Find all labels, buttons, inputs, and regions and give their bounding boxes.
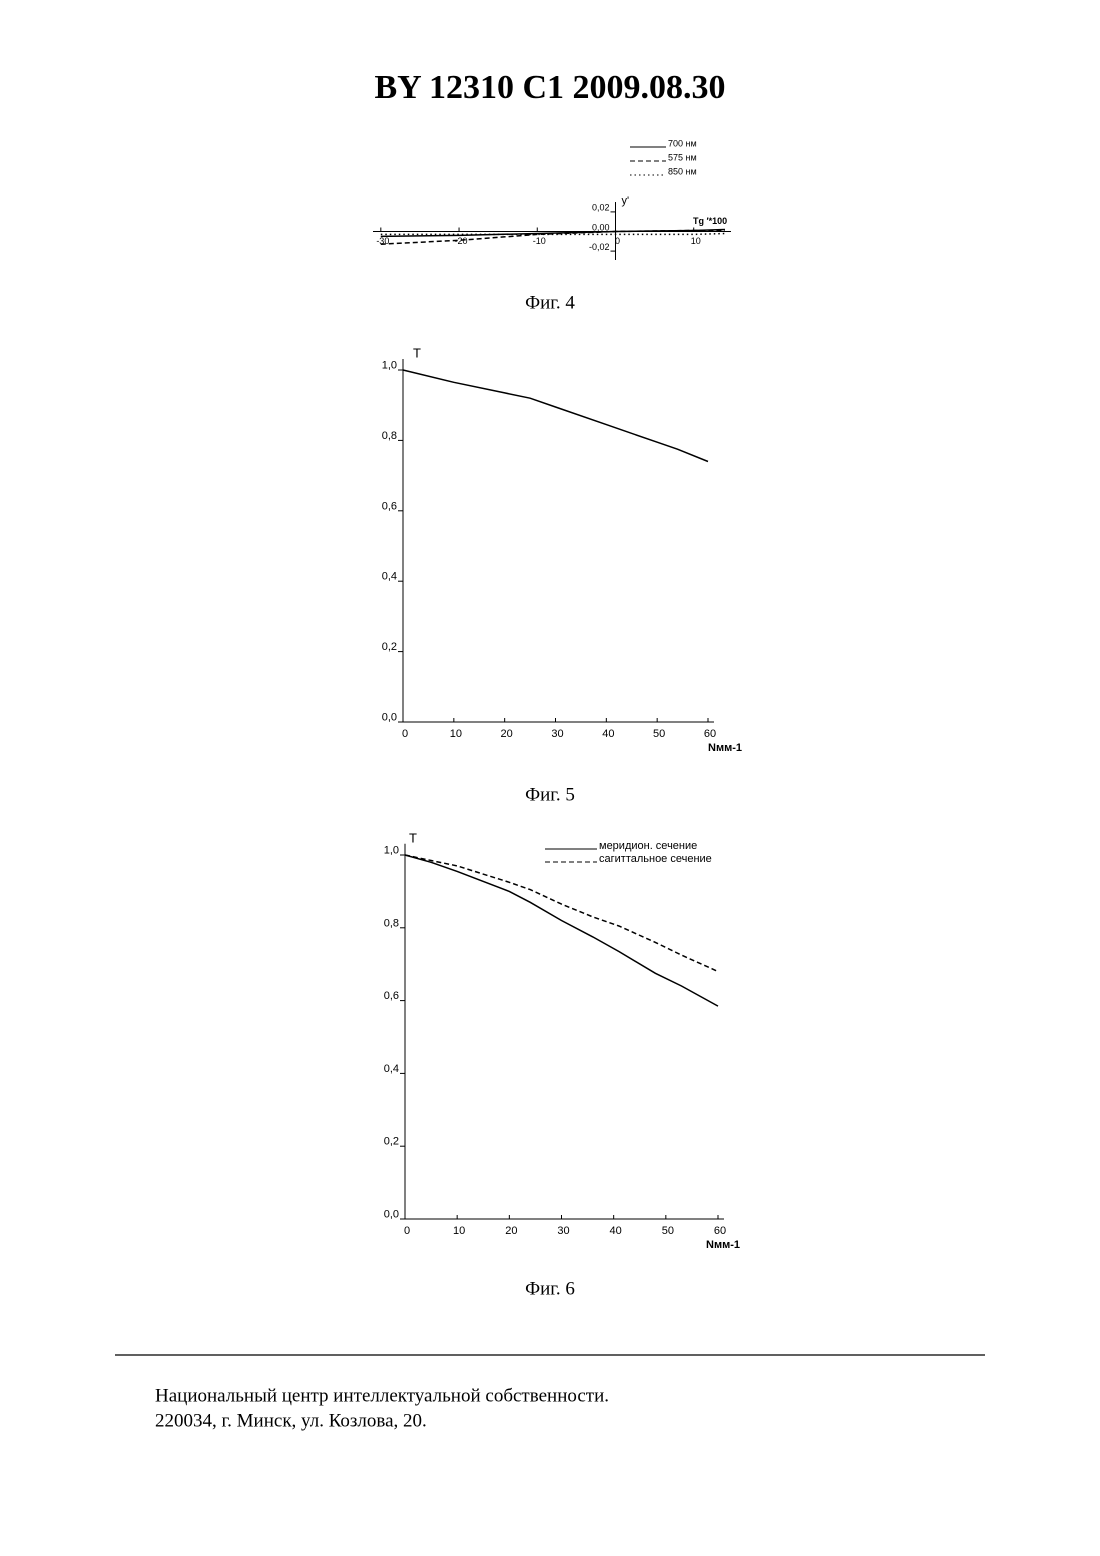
y-tick-label: 0,0 [384,1209,399,1221]
y-tick-label: 0,00 [592,222,610,232]
footer-line: 220034, г. Минск, ул. Козлова, 20. [155,1410,427,1431]
x-tick-label: 20 [501,728,513,740]
figure-caption: Фиг. 4 [525,292,575,313]
x-axis-label: Nмм-1 [706,1239,740,1251]
legend-label: меридион. сечение [599,840,697,852]
x-tick-label: 60 [704,728,716,740]
legend-label: 700 нм [668,138,697,148]
x-axis-label: Nмм-1 [708,742,742,754]
x-tick-label: 40 [602,728,614,740]
legend-label: сагиттальное сечение [599,853,712,865]
x-tick-label: 50 [662,1225,674,1237]
data-line [405,855,718,1006]
y-tick-label: 0,2 [384,1136,399,1148]
y-axis-label: T [409,830,417,845]
header-title: BY 12310 C1 2009.08.30 [374,69,725,106]
y-tick-label: 0,02 [592,203,610,213]
x-tick-label: 30 [551,728,563,740]
y-tick-label: 0,0 [382,712,397,724]
y-tick-label: 0,2 [382,641,397,653]
document: BY 12310 C1 2009.08.30 Национальный цент… [0,0,1100,1556]
y-tick-label: -0,02 [589,242,610,252]
y-tick-label: 0,6 [384,990,399,1002]
y-tick-label: 0,8 [384,917,399,929]
footer-line: Национальный центр интеллектуальной собс… [155,1385,609,1406]
legend-label: 850 нм [668,166,697,176]
x-tick-label: 0 [402,728,408,740]
x-tick-label: 20 [505,1225,517,1237]
y-tick-label: 0,8 [382,430,397,442]
y-tick-label: 1,0 [382,360,397,372]
x-axis-label: Tg ′*100 [693,216,727,226]
y-tick-label: 0,6 [382,500,397,512]
x-tick-label: 30 [557,1225,569,1237]
y-tick-label: 0,4 [384,1063,399,1075]
figure-caption: Фиг. 6 [525,1278,575,1299]
x-tick-label: 40 [610,1225,622,1237]
x-tick-label: 10 [691,236,701,246]
x-tick-label: 10 [453,1225,465,1237]
figure-caption: Фиг. 5 [525,784,575,805]
y-tick-label: 0,4 [382,571,397,583]
x-tick-label: 50 [653,728,665,740]
x-tick-label: 60 [714,1225,726,1237]
data-line [405,855,718,972]
data-line [403,370,708,462]
y-axis-label: y' [621,195,629,207]
legend-label: 575 нм [668,152,697,162]
x-tick-label: -10 [533,236,546,246]
y-axis-label: T [413,345,421,360]
x-tick-label: 0 [615,236,620,246]
x-tick-label: 10 [450,728,462,740]
x-tick-label: 0 [404,1225,410,1237]
y-tick-label: 1,0 [384,845,399,857]
page: BY 12310 C1 2009.08.30 Национальный цент… [0,0,1100,1556]
